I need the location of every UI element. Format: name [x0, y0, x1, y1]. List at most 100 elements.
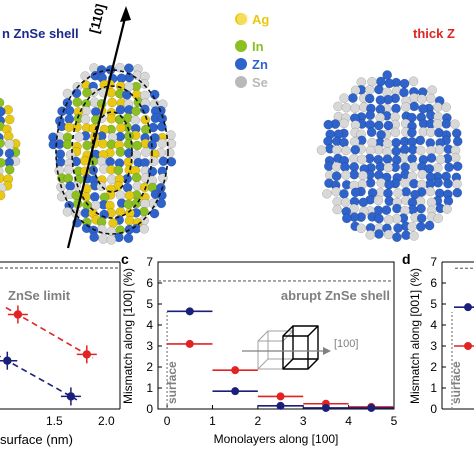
se-atom — [365, 145, 376, 156]
zn-atom — [392, 203, 402, 214]
se-atom — [364, 85, 375, 95]
se-atom — [367, 137, 377, 148]
zn-atom — [441, 119, 452, 129]
legend-label-zn: Zn — [252, 57, 268, 72]
se-atom — [157, 138, 168, 149]
zn-atom — [426, 153, 437, 163]
zn-atom — [124, 63, 134, 74]
panel-c-y-tick-label: 0 — [146, 402, 153, 416]
in-atom — [123, 199, 134, 210]
zn-atom — [140, 104, 150, 115]
ag-atom — [0, 190, 6, 201]
se-atom — [332, 204, 343, 215]
zn-atom — [391, 146, 402, 157]
se-atom — [164, 148, 175, 158]
in-atom — [72, 97, 83, 107]
se-atom — [356, 223, 367, 234]
zn-atom — [382, 154, 393, 164]
se-atom — [434, 144, 445, 155]
panel-b-navy-point — [3, 356, 12, 365]
ag-atom — [4, 114, 15, 125]
zn-atom — [384, 179, 394, 190]
panel-c-x-tick-label: 0 — [164, 414, 171, 428]
right-panel-title: thick Z — [413, 26, 455, 41]
panel-d-y-axis-label: Mismatch along [001] (%) — [408, 268, 422, 404]
panel-c-letter: c — [121, 251, 129, 267]
zn-atom — [399, 78, 410, 89]
panel-b: ZnSe limit 1.5 2.0 surface (nm) — [0, 261, 121, 447]
atom-legend: Ag In Zn Se — [235, 12, 269, 90]
panel-b-x-axis-label: surface (nm) — [0, 432, 73, 447]
zn-atom — [350, 187, 361, 198]
ag-atom — [108, 218, 118, 228]
panel-b-red-point — [13, 310, 23, 319]
zn-atom — [392, 232, 402, 243]
zn-atom — [121, 90, 132, 100]
se-atom — [80, 71, 91, 81]
panel-d-y-tick-label: 7 — [430, 255, 437, 269]
zn-atom — [64, 114, 75, 124]
zn-atom — [381, 205, 392, 215]
panel-c-y-ticks: 0 1 2 3 4 5 6 7 — [146, 255, 162, 416]
se-atom — [383, 162, 394, 173]
panel-c-y-tick-label: 3 — [146, 339, 153, 353]
thick-shell-nanocrystal-cluster — [316, 70, 463, 243]
se-atom — [56, 191, 67, 202]
legend-item-se: Se — [235, 75, 268, 90]
panel-c-x-axis-label: Monolayers along [100] — [214, 432, 339, 446]
legend-label-ag: Ag — [252, 12, 269, 27]
zn-atom — [391, 137, 401, 148]
se-atom — [365, 230, 376, 240]
se-atom — [350, 103, 360, 114]
zn-atom — [156, 198, 167, 209]
panel-c-x-tick-label: 1 — [209, 414, 216, 428]
se-atom — [390, 127, 401, 138]
se-atom — [452, 179, 462, 189]
zn-atom — [105, 156, 115, 167]
ag-atom — [107, 97, 117, 108]
panel-b-red-fit-line — [5, 306, 94, 359]
panel-c-frame — [157, 261, 395, 410]
ag-atom — [124, 215, 135, 226]
se-atom — [4, 139, 15, 149]
se-atom — [130, 115, 141, 126]
in-atom — [82, 140, 92, 151]
ag-atom — [64, 122, 74, 133]
zn-atom — [4, 148, 15, 159]
se-atom — [339, 118, 349, 129]
panel-c-y-tick-label: 7 — [146, 255, 153, 269]
se-atom — [62, 206, 73, 217]
zn-atom — [444, 162, 454, 173]
se-atom — [62, 88, 73, 99]
se-atom — [140, 147, 151, 158]
zn-atom — [407, 153, 418, 164]
zn-atom — [416, 203, 426, 214]
panel-c-navy-point — [367, 403, 376, 412]
se-atom — [400, 178, 410, 189]
in-atom — [0, 157, 6, 168]
zn-atom — [373, 120, 384, 131]
zn-atom — [375, 95, 386, 105]
zn-atom — [418, 103, 428, 114]
se-atom — [391, 213, 402, 224]
zn-atom — [65, 181, 76, 191]
zn-atom — [384, 78, 395, 89]
in-atom — [62, 139, 73, 150]
in-atom — [132, 140, 143, 151]
panel-c-surface-label: surface — [165, 361, 179, 404]
se-atom — [376, 178, 387, 188]
in-atom — [113, 165, 124, 176]
ag-atom — [98, 138, 108, 149]
panel-d-y-tick-label: 0 — [430, 402, 437, 416]
se-atom — [432, 162, 443, 173]
left-panel-title: n ZnSe shell — [2, 26, 79, 41]
se-atom — [375, 112, 386, 123]
zn-atom — [331, 171, 342, 181]
in-atom — [114, 114, 125, 125]
se-atom — [358, 170, 368, 181]
zn-atom — [409, 101, 420, 112]
se-atom — [417, 169, 428, 180]
zn-atom — [393, 223, 403, 233]
axis-110-label: [110] — [86, 2, 108, 34]
panel-b-red-point — [82, 350, 92, 359]
